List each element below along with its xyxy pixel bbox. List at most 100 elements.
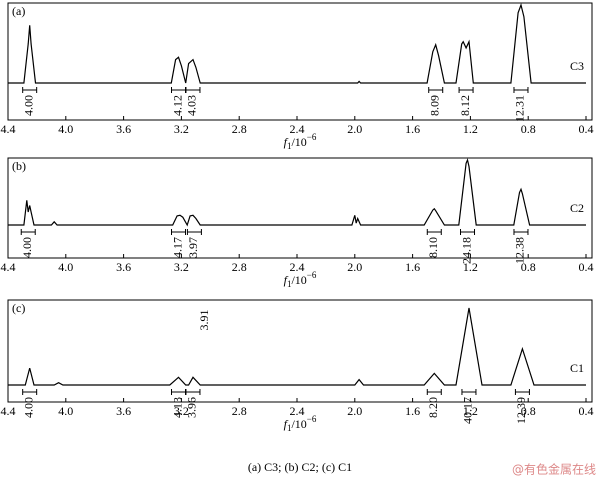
integral-bracket	[514, 389, 530, 395]
x-tick-label: 1.6	[405, 260, 420, 274]
integral-label: 4.03	[185, 95, 199, 116]
integral-bracket	[428, 87, 444, 93]
x-axis-label: f1/10−6	[284, 132, 317, 151]
x-tick-label: 3.2	[174, 122, 189, 136]
x-tick-label: 4.4	[1, 404, 16, 418]
x-tick-label: 4.4	[1, 260, 16, 274]
integral-bracket	[185, 87, 201, 93]
integral-bracket	[185, 389, 201, 395]
x-axis-label: f1/10−6	[284, 270, 317, 289]
x-tick-label: 2.0	[347, 260, 362, 274]
x-tick-label: 4.0	[58, 260, 73, 274]
integral-bracket	[186, 229, 202, 235]
x-tick-label: 4.0	[58, 122, 73, 136]
x-tick-label: 0.8	[521, 404, 536, 418]
x-label-part: 1	[287, 141, 292, 151]
panel-label: (c)	[12, 301, 25, 315]
integral-label: 8.20	[426, 397, 440, 418]
x-tick-label: 3.2	[174, 404, 189, 418]
integral-label: 4.00	[21, 95, 35, 116]
integral-bracket	[171, 389, 187, 395]
integral-bracket	[460, 229, 476, 235]
spectrum-line	[8, 158, 586, 227]
integral-label: 12.38	[513, 237, 527, 264]
x-label-part: 1	[287, 423, 292, 433]
integral-label: 4.13	[170, 397, 184, 418]
watermark: @有色金属在线	[512, 462, 596, 477]
integral-label: 3.97	[186, 237, 200, 258]
x-tick-label: 1.2	[463, 404, 478, 418]
panel-label: (b)	[12, 159, 26, 173]
x-tick-label: 2.4	[290, 260, 305, 274]
plot-frame	[7, 157, 593, 259]
x-label-part: /10	[291, 417, 306, 431]
x-label-part: f	[284, 417, 289, 431]
integral-label: 4.17	[170, 237, 184, 258]
x-tick-label: 0.4	[579, 122, 594, 136]
integral-bracket	[22, 87, 38, 93]
integral-bracket	[426, 389, 442, 395]
caption: (a) C3; (b) C2; (c) C1	[248, 460, 352, 474]
integral-label: 8.10	[426, 237, 440, 258]
x-tick-label: 2.0	[347, 122, 362, 136]
x-tick-label: 0.4	[579, 260, 594, 274]
integral-bracket	[513, 87, 529, 93]
integral-bracket	[426, 229, 442, 235]
integral-label: 4.00	[21, 397, 35, 418]
sample-label: C1	[570, 361, 584, 375]
x-tick-label: 3.6	[116, 122, 131, 136]
x-tick-label: 2.8	[232, 260, 247, 274]
sample-label: C2	[570, 201, 584, 215]
integral-bracket	[458, 87, 474, 93]
x-tick-label: 1.6	[405, 122, 420, 136]
x-axis-label: f1/10−6	[284, 414, 317, 433]
panel-label: (a)	[12, 4, 25, 18]
integral-bracket	[22, 389, 38, 395]
integral-label: 8.09	[427, 95, 441, 116]
x-tick-label: 3.6	[116, 260, 131, 274]
integral-bracket	[461, 389, 477, 395]
integral-label: 40.17	[461, 397, 475, 424]
x-tick-label: 2.4	[290, 122, 305, 136]
integral-label: 12.31	[513, 95, 527, 122]
x-tick-label: 0.4	[579, 404, 594, 418]
sample-label: C3	[570, 59, 584, 73]
x-tick-label: 4.0	[58, 404, 73, 418]
integral-bracket	[171, 87, 187, 93]
x-tick-label: 1.2	[463, 260, 478, 274]
plot-frame	[7, 2, 593, 121]
x-label-part: −6	[307, 132, 317, 142]
x-tick-label: 0.8	[521, 122, 536, 136]
x-tick-label: 2.4	[290, 404, 305, 418]
x-label-part: −6	[307, 270, 317, 280]
x-tick-label: 1.2	[463, 122, 478, 136]
x-tick-label: 2.8	[232, 404, 247, 418]
integral-label: 24.18	[459, 237, 473, 264]
x-tick-label: 3.2	[174, 260, 189, 274]
plot-frame	[7, 299, 593, 403]
integral-label: 8.12	[458, 95, 472, 116]
x-label-part: 1	[287, 279, 292, 289]
x-tick-label: 4.4	[1, 122, 16, 136]
integral-label: 12.39	[514, 397, 528, 424]
spectrum-line	[8, 307, 586, 386]
x-label-part: /10	[291, 135, 306, 149]
x-tick-label: 2.0	[347, 404, 362, 418]
annotation: 3.91	[197, 310, 211, 331]
integral-bracket	[20, 229, 36, 235]
integral-label: 4.00	[20, 237, 34, 258]
spectrum-line	[8, 2, 586, 84]
integral-bracket	[171, 229, 187, 235]
integral-label: 3.96	[185, 397, 199, 418]
x-label-part: /10	[291, 273, 306, 287]
integral-label: 4.12	[170, 95, 184, 116]
x-label-part: −6	[307, 414, 317, 424]
integral-bracket	[513, 229, 529, 235]
x-label-part: f	[284, 273, 289, 287]
x-tick-label: 0.8	[521, 260, 536, 274]
x-label-part: f	[284, 135, 289, 149]
x-tick-label: 3.6	[116, 404, 131, 418]
x-tick-label: 2.8	[232, 122, 247, 136]
x-tick-label: 1.6	[405, 404, 420, 418]
